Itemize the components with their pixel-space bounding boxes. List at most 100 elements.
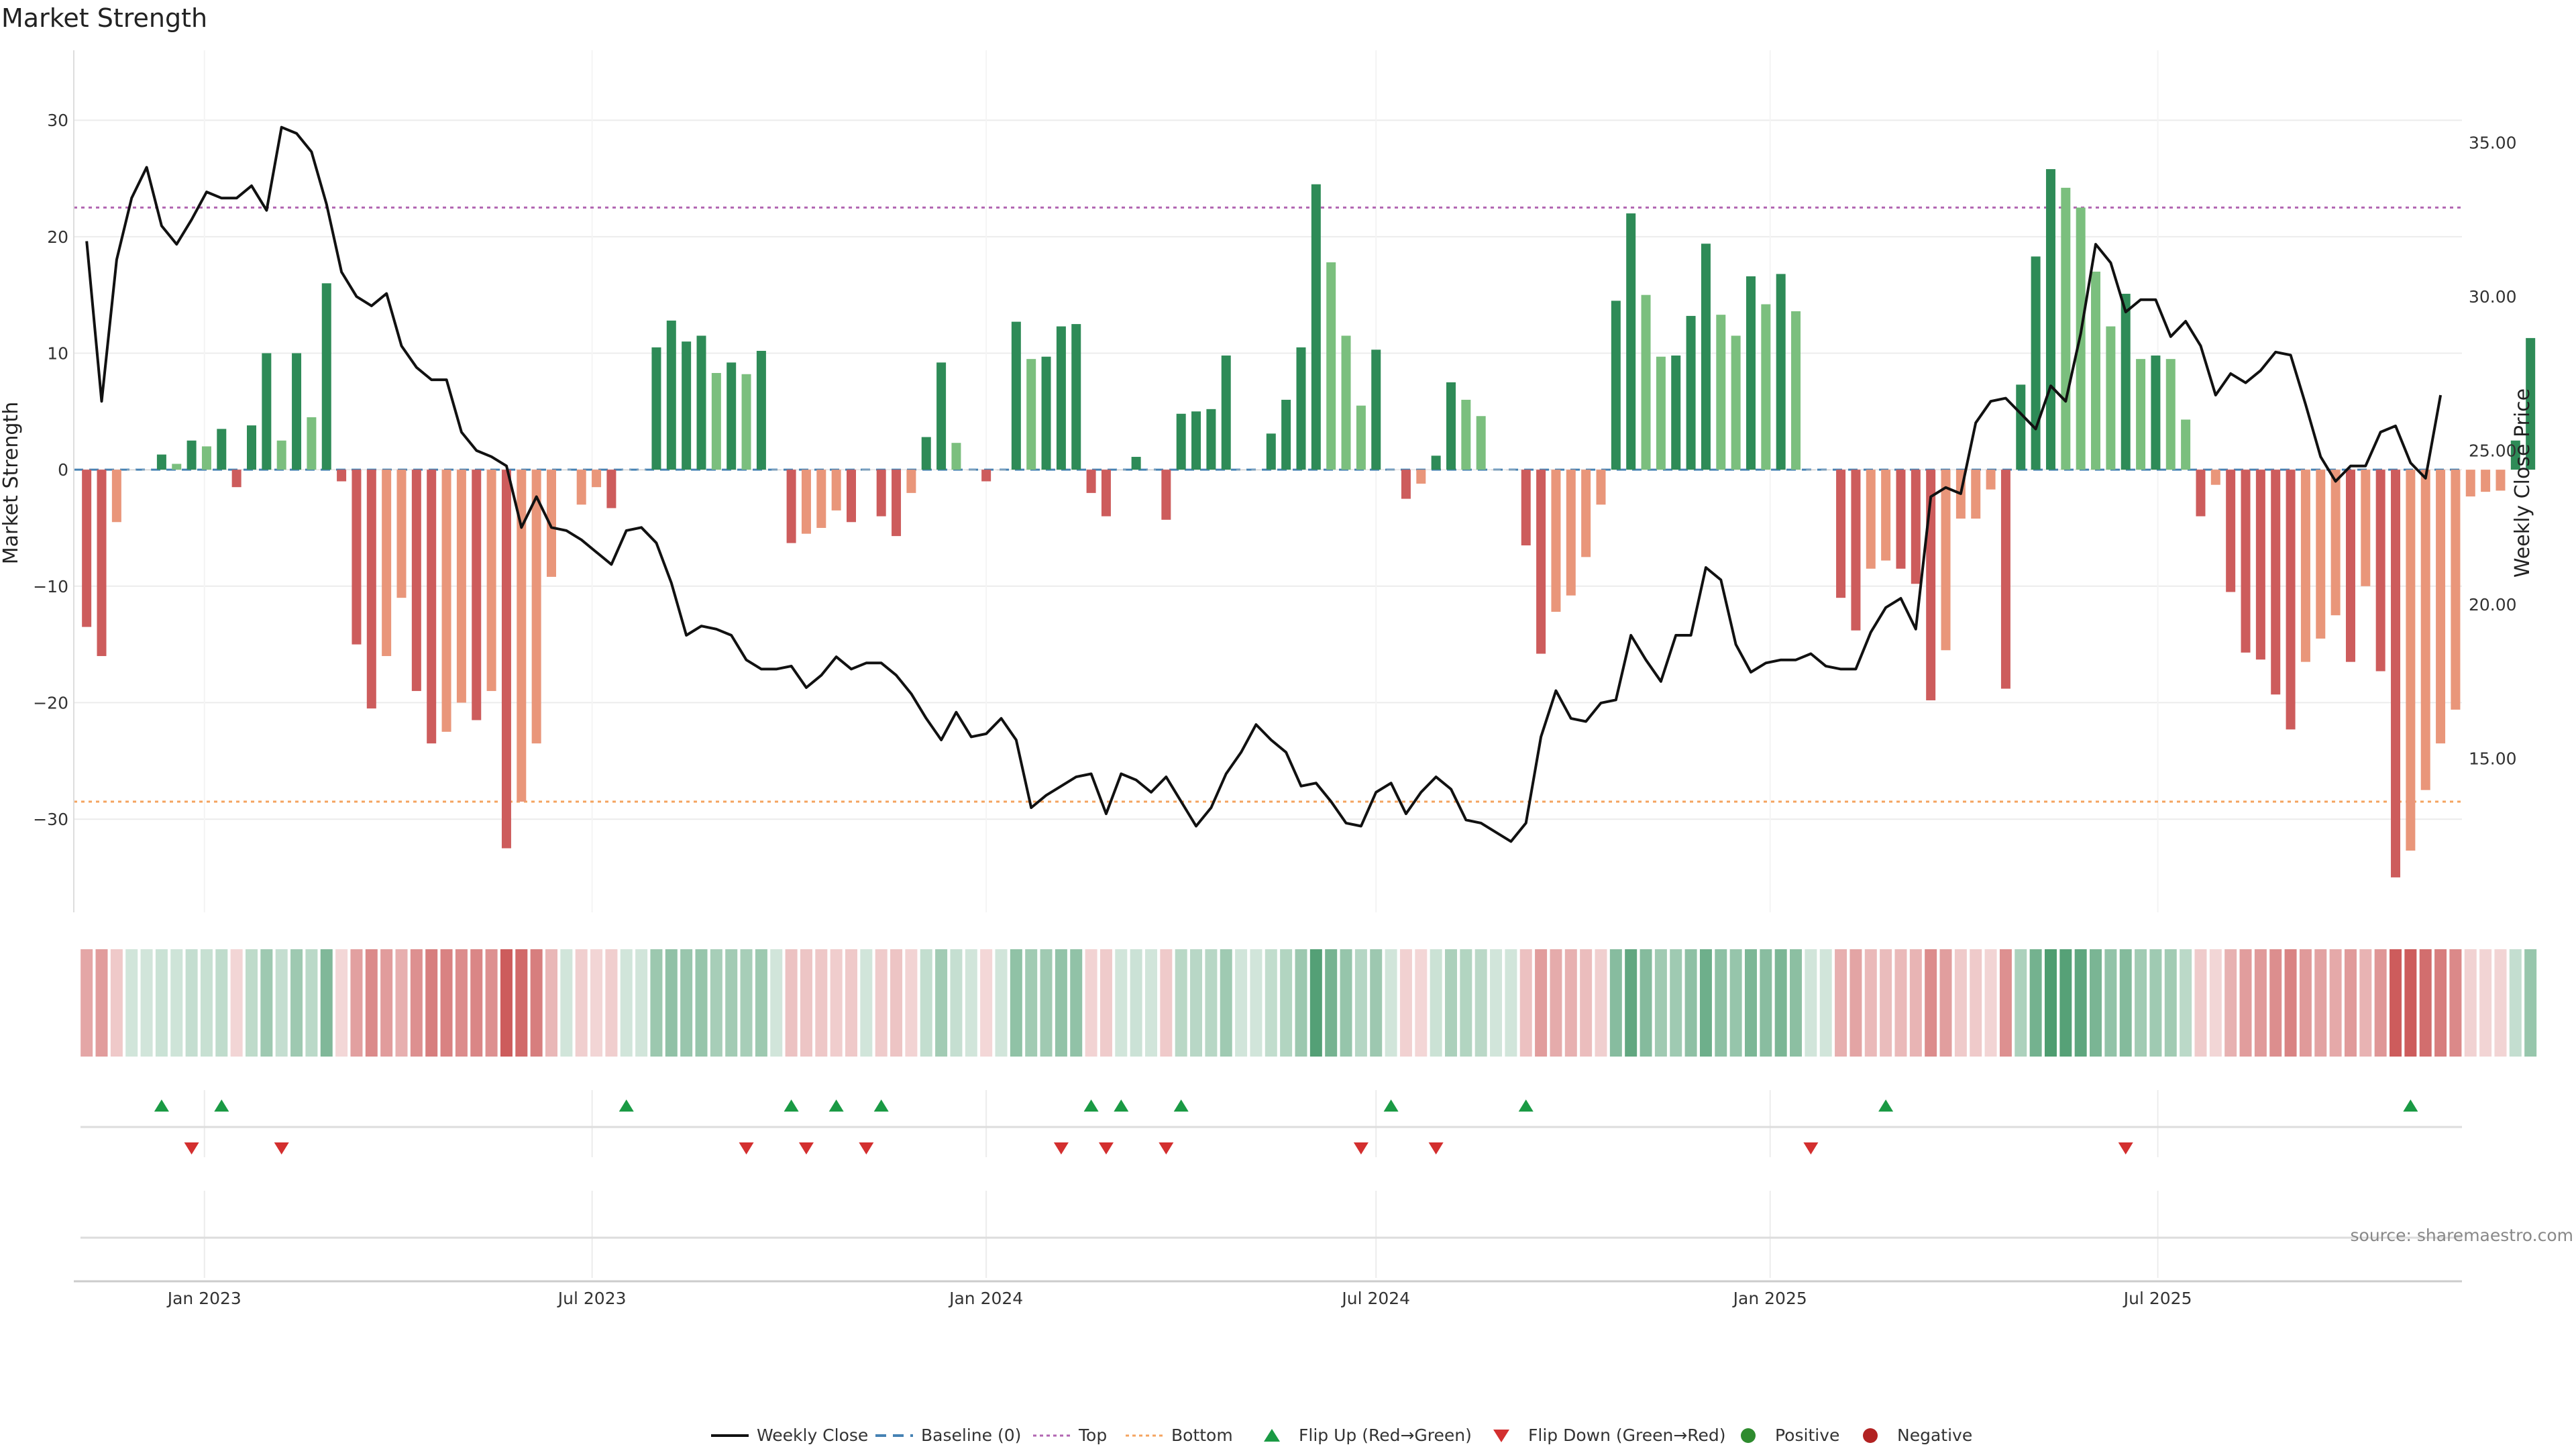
strength-bar xyxy=(172,464,182,470)
strength-bar xyxy=(201,446,211,470)
strength-bar xyxy=(2300,470,2310,662)
y2-tick-label: 25.00 xyxy=(2469,441,2517,461)
heat-cell xyxy=(2494,949,2507,1057)
strength-bar xyxy=(1881,470,1891,561)
heat-cell xyxy=(1099,949,1112,1057)
heat-cell xyxy=(1340,949,1352,1057)
heat-cell xyxy=(1715,949,1727,1057)
y-tick-label: 30 xyxy=(47,111,68,130)
heat-cell xyxy=(1835,949,1847,1057)
strength-bar xyxy=(1746,276,1756,470)
strength-bar xyxy=(892,470,902,537)
strength-bar xyxy=(1941,470,1951,651)
strength-bar xyxy=(876,470,886,517)
strength-bar xyxy=(352,470,362,645)
strength-bar xyxy=(2465,470,2475,497)
strength-bar xyxy=(1461,399,1471,470)
heat-cell xyxy=(1220,949,1232,1057)
heat-cell xyxy=(2449,949,2462,1057)
strength-bar xyxy=(1566,470,1576,596)
strength-bar xyxy=(1326,262,1336,470)
strength-bar xyxy=(1086,470,1096,493)
strength-bar xyxy=(1176,413,1186,470)
heat-cell xyxy=(950,949,963,1057)
flip-up-marker xyxy=(1383,1099,1399,1112)
strength-bar xyxy=(1791,311,1801,470)
heat-cell xyxy=(290,949,303,1057)
x-tick-label: Jul 2025 xyxy=(2123,1289,2192,1308)
heat-cell xyxy=(1819,949,1832,1057)
strength-bar xyxy=(231,470,241,488)
strength-bar xyxy=(936,362,947,470)
strength-bar xyxy=(2451,470,2461,710)
strength-bar xyxy=(1776,274,1786,470)
strength-bar xyxy=(1011,321,1021,470)
legend-item: Flip Up (Red→Green) xyxy=(1264,1426,1472,1445)
heat-cell xyxy=(2314,949,2327,1057)
strength-bar xyxy=(1971,470,1981,519)
y2-tick-label: 15.00 xyxy=(2469,749,2517,769)
heat-cell xyxy=(965,949,977,1057)
strength-bar xyxy=(1161,470,1171,520)
strength-bar xyxy=(2106,326,2116,470)
strength-bar xyxy=(217,429,227,470)
flip-up-marker xyxy=(828,1099,844,1112)
strength-bar xyxy=(1371,350,1381,470)
heat-cell xyxy=(80,949,93,1057)
strength-bar xyxy=(1356,405,1366,470)
heat-cell xyxy=(2015,949,2027,1057)
strength-bar xyxy=(411,470,421,692)
strength-bar xyxy=(396,470,407,598)
strength-bar xyxy=(2271,470,2281,695)
heat-cell xyxy=(2239,949,2252,1057)
heat-cell xyxy=(1265,949,1277,1057)
strength-bar xyxy=(501,470,511,849)
strength-bar xyxy=(441,470,451,732)
strength-bar xyxy=(1596,470,1606,505)
strength-bar xyxy=(2121,293,2131,470)
legend-label: Bottom xyxy=(1171,1426,1233,1445)
legend-label: Baseline (0) xyxy=(921,1426,1021,1445)
flip-down-marker xyxy=(859,1142,874,1155)
strength-bar xyxy=(666,320,676,470)
legend-label: Negative xyxy=(1897,1426,1972,1445)
strength-bar xyxy=(1701,244,1711,470)
heat-cell xyxy=(665,949,678,1057)
heat-cell xyxy=(2374,949,2387,1057)
heat-cell xyxy=(1085,949,1097,1057)
strength-bar xyxy=(1131,457,1141,470)
flip-up-marker xyxy=(1114,1099,1129,1112)
heat-cell xyxy=(1040,949,1053,1057)
flip-down-marker xyxy=(1053,1142,1069,1155)
strength-bar xyxy=(756,351,766,470)
strength-bar xyxy=(1041,356,1051,470)
strength-bar xyxy=(1716,315,1726,470)
x-tick-label: Jan 2023 xyxy=(166,1289,241,1308)
strength-bar xyxy=(786,470,796,543)
heat-cell xyxy=(395,949,408,1057)
strength-bar xyxy=(2210,470,2220,485)
strength-bar xyxy=(111,470,121,523)
flip-up-marker xyxy=(619,1099,634,1112)
heat-cell xyxy=(1609,949,1622,1057)
strength-bar xyxy=(1536,470,1546,654)
strength-bar xyxy=(1986,470,1996,490)
legend-item: Negative xyxy=(1863,1426,1972,1445)
legend-label: Top xyxy=(1078,1426,1107,1445)
y2-tick-label: 30.00 xyxy=(2469,287,2517,307)
strength-bar xyxy=(517,470,527,802)
heat-cell xyxy=(1864,949,1877,1057)
heat-cell xyxy=(1909,949,1922,1057)
heat-cell xyxy=(1295,949,1307,1057)
flip-markers xyxy=(154,1099,2418,1155)
strength-bar xyxy=(2061,187,2071,470)
heat-cell xyxy=(305,949,318,1057)
heat-cell xyxy=(995,949,1008,1057)
strength-bar xyxy=(816,470,826,528)
heat-cell xyxy=(875,949,888,1057)
strength-bar xyxy=(606,470,616,508)
heat-cell xyxy=(2149,949,2162,1057)
strength-bar xyxy=(2361,470,2371,586)
strength-bar xyxy=(592,470,602,488)
heat-cell xyxy=(2390,949,2402,1057)
